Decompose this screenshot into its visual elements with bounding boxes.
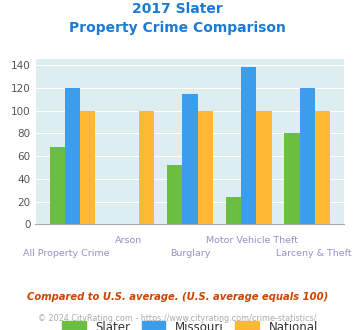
Text: Compared to U.S. average. (U.S. average equals 100): Compared to U.S. average. (U.S. average … bbox=[27, 292, 328, 302]
Text: Property Crime Comparison: Property Crime Comparison bbox=[69, 21, 286, 35]
Text: Arson: Arson bbox=[115, 236, 142, 245]
Bar bbox=[139, 111, 154, 224]
Bar bbox=[65, 88, 80, 224]
Bar bbox=[256, 111, 272, 224]
Bar bbox=[198, 111, 213, 224]
Bar bbox=[167, 165, 182, 224]
Bar bbox=[300, 88, 315, 224]
Bar bbox=[241, 67, 256, 224]
Bar bbox=[80, 111, 95, 224]
Text: All Property Crime: All Property Crime bbox=[23, 249, 110, 258]
Text: Motor Vehicle Theft: Motor Vehicle Theft bbox=[206, 236, 298, 245]
Legend: Slater, Missouri, National: Slater, Missouri, National bbox=[57, 316, 323, 330]
Bar bbox=[315, 111, 330, 224]
Bar bbox=[226, 197, 241, 224]
Text: 2017 Slater: 2017 Slater bbox=[132, 2, 223, 16]
Text: © 2024 CityRating.com - https://www.cityrating.com/crime-statistics/: © 2024 CityRating.com - https://www.city… bbox=[38, 314, 317, 323]
Bar bbox=[182, 93, 198, 224]
Bar bbox=[50, 147, 65, 224]
Bar bbox=[284, 133, 300, 224]
Text: Larceny & Theft: Larceny & Theft bbox=[275, 249, 351, 258]
Text: Burglary: Burglary bbox=[170, 249, 210, 258]
